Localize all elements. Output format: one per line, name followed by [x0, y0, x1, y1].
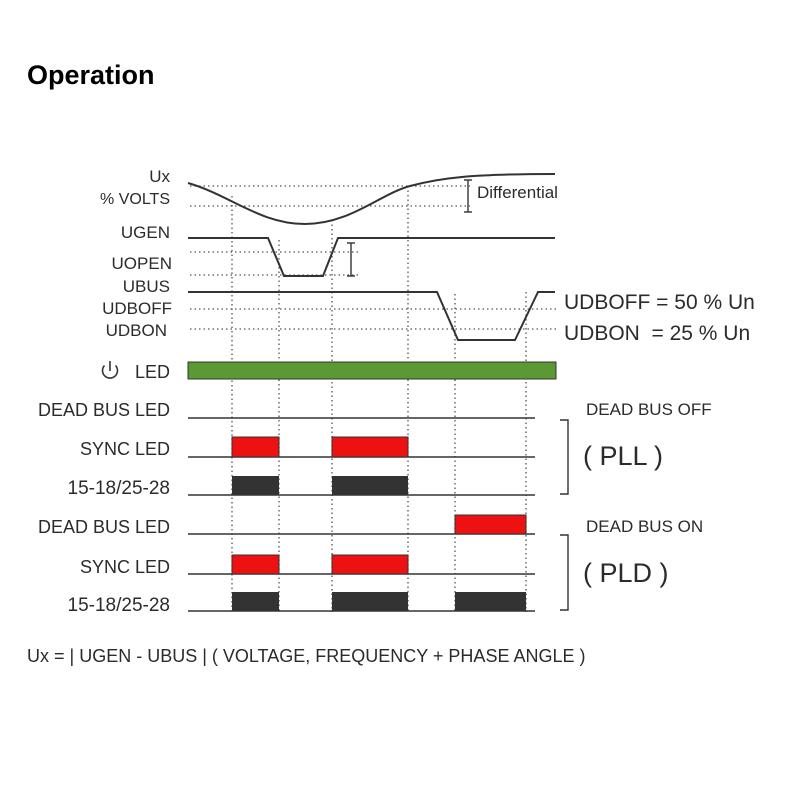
sync-led-pulse — [231, 554, 280, 575]
volts-label: % VOLTS — [100, 191, 170, 208]
threshold-lines — [190, 185, 558, 330]
sync-led-label: SYNC LED — [80, 439, 170, 459]
relay-pulse — [332, 476, 408, 495]
pll-label: ( PLL ) — [583, 441, 663, 471]
dead-bus-led-label: DEAD BUS LED — [38, 400, 170, 420]
udbon-equation: UDBON = 25 % Un — [564, 322, 750, 345]
dead-bus-led-label: DEAD BUS LED — [38, 517, 170, 537]
relay-label: 15-18/25-28 — [68, 595, 170, 616]
timing-guides — [231, 186, 527, 612]
pll-bracket — [560, 419, 569, 495]
sync-led-label: SYNC LED — [80, 557, 170, 577]
pld-label: ( PLD ) — [583, 558, 669, 588]
sync-led-pulse — [331, 554, 409, 575]
page-title: Operation — [27, 60, 155, 90]
sync-led-pulse — [231, 436, 280, 458]
differential-label: Differential — [477, 183, 558, 202]
dead-bus-off-label: DEAD BUS OFF — [586, 400, 712, 419]
udboff-equation: UDBOFF = 50 % Un — [564, 291, 755, 314]
ubus-label: UBUS — [123, 277, 170, 296]
ux-waveform — [187, 173, 556, 226]
power-led-bar — [187, 361, 557, 380]
dead-bus-on-label: DEAD BUS ON — [586, 517, 703, 536]
ugen-waveform — [188, 237, 555, 277]
relay-pulse — [232, 592, 279, 611]
footer-formula: Ux = | UGEN - UBUS | ( VOLTAGE, FREQUENC… — [27, 646, 585, 666]
udbon-label: UDBON — [106, 321, 167, 340]
power-icon — [101, 361, 119, 379]
ugen-label: UGEN — [121, 223, 170, 242]
relay-label: 15-18/25-28 — [68, 478, 170, 499]
dead-bus-led-pulse — [454, 514, 527, 535]
led-label: LED — [135, 362, 170, 382]
sync-led-pulse — [331, 436, 409, 458]
udboff-label: UDBOFF — [102, 299, 172, 318]
relay-pulse — [455, 592, 526, 611]
ux-label: Ux — [149, 167, 170, 186]
relay-pulse — [232, 476, 279, 495]
pld-bracket — [560, 534, 569, 611]
relay-pulse — [332, 592, 408, 611]
uopen-label: UOPEN — [112, 254, 172, 273]
ubus-waveform — [188, 291, 555, 341]
